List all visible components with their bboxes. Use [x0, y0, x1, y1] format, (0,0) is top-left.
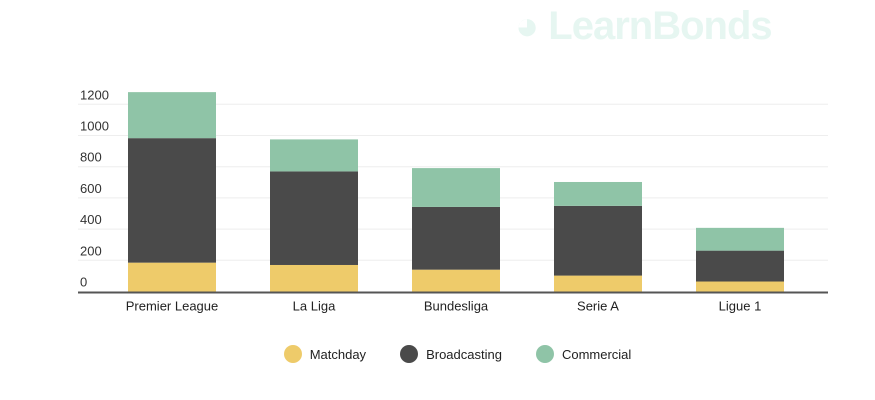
bar-matchday — [128, 262, 216, 292]
legend-label: Commercial — [561, 346, 632, 362]
y-tick-label: 1000 — [80, 119, 109, 134]
x-tick-label: Bundesliga — [424, 299, 489, 314]
bar-broadcasting — [554, 205, 642, 276]
legend-swatch — [283, 345, 302, 363]
bar-matchday — [696, 281, 784, 292]
bar-commercial — [696, 227, 784, 251]
y-tick-label: 600 — [80, 181, 102, 196]
x-tick-label: Serie A — [577, 299, 619, 314]
legend: Matchday Broadcasting Commercial — [0, 345, 875, 363]
bar-matchday — [412, 269, 500, 292]
y-tick-label: 0 — [80, 275, 87, 290]
bar-broadcasting — [696, 250, 784, 282]
legend-item[interactable]: Matchday — [283, 345, 367, 363]
legend-item[interactable]: Broadcasting — [400, 345, 502, 363]
bar-broadcasting — [270, 171, 358, 265]
y-tick-label: 800 — [80, 150, 102, 165]
y-tick-label: 400 — [80, 212, 102, 227]
x-tick-label: Ligue 1 — [719, 299, 762, 314]
stacked-bar-chart: 0 200 400 600 800 1000 1200 Premier League La Li… — [78, 87, 828, 314]
bar-commercial — [554, 181, 642, 206]
bar-matchday — [270, 264, 358, 292]
watermark-logo: ◕ LearnBonds — [515, 4, 773, 48]
legend-item[interactable]: Commercial — [535, 345, 632, 363]
bar-broadcasting — [412, 206, 500, 270]
bar-broadcasting — [128, 138, 216, 263]
bar-matchday — [554, 275, 642, 292]
x-tick-label: La Liga — [293, 299, 336, 314]
x-tick-label: Premier League — [126, 299, 219, 314]
legend-swatch — [400, 345, 419, 363]
bar-commercial — [128, 92, 216, 139]
legend-label: Broadcasting — [426, 346, 502, 362]
legend-label: Matchday — [309, 346, 367, 362]
bar-commercial — [270, 139, 358, 172]
y-tick-label: 1200 — [80, 87, 109, 102]
y-tick-label: 200 — [80, 243, 102, 258]
bar-commercial — [412, 168, 500, 207]
legend-swatch — [535, 345, 554, 363]
